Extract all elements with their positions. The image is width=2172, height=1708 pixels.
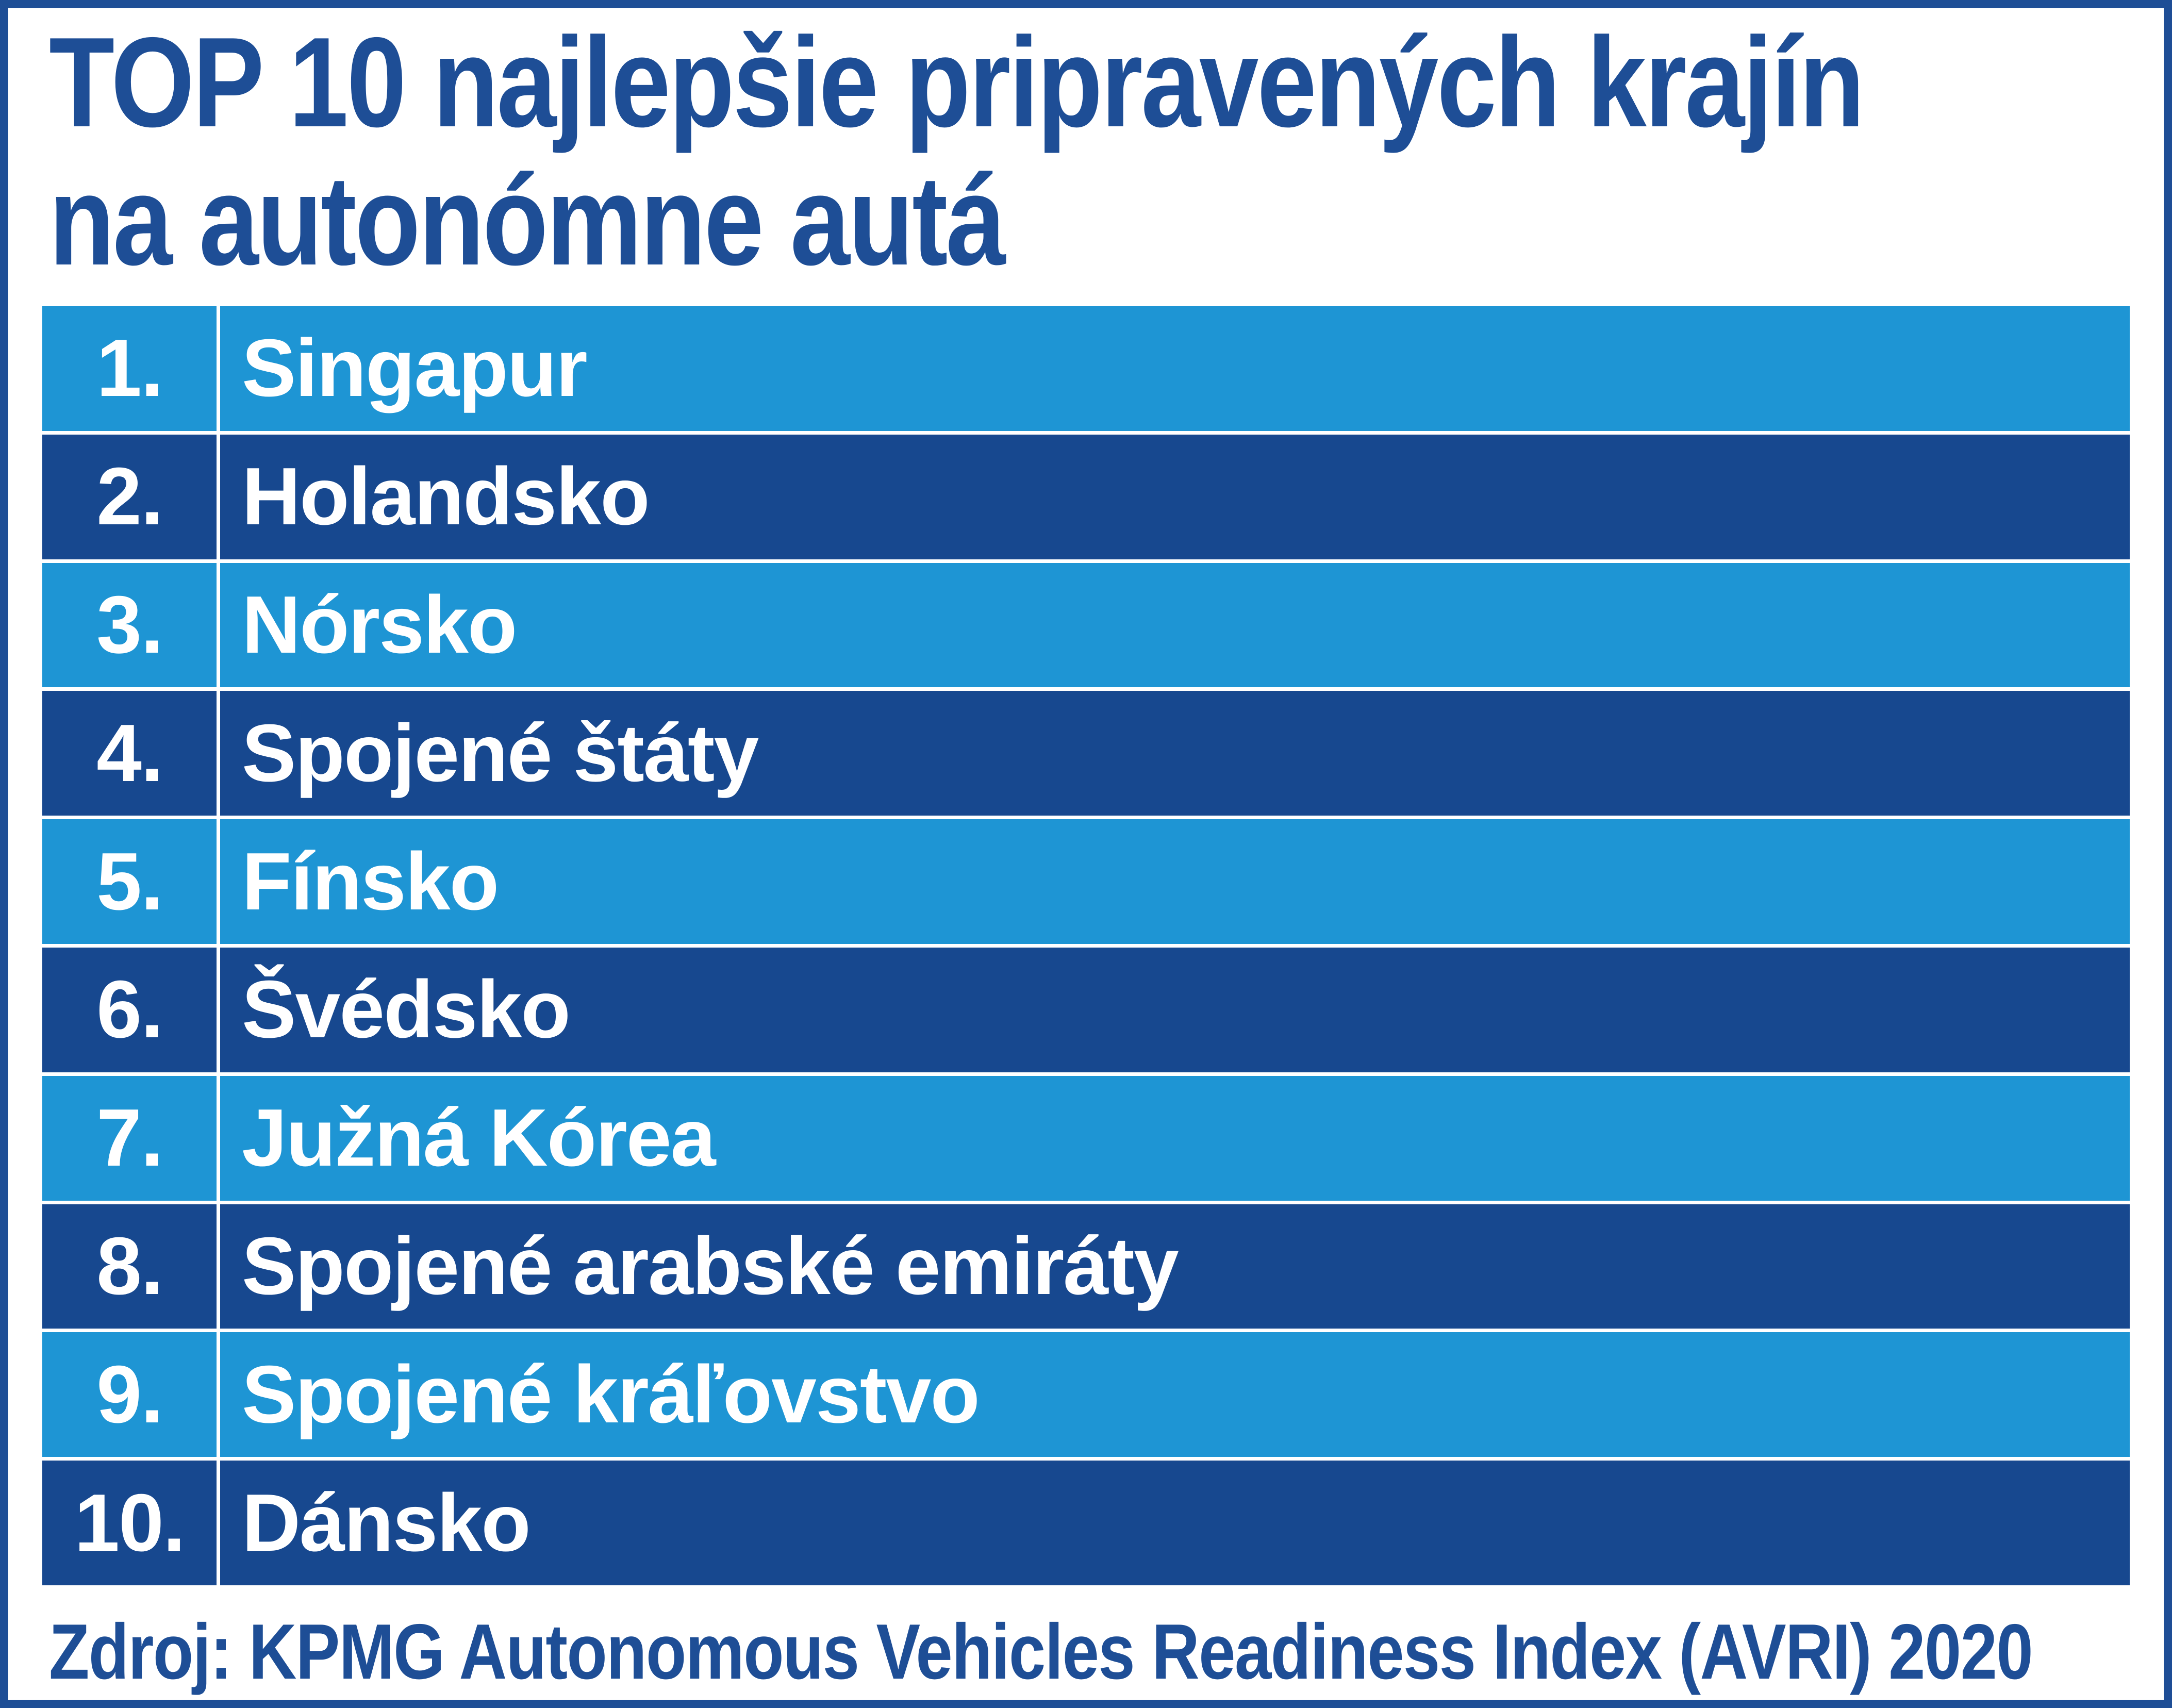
country-name: Holandsko (242, 451, 650, 542)
rank-number: 3. (96, 579, 163, 670)
page-title-line-1: TOP 10 najlepšie pripravených krajín (49, 10, 1865, 154)
table-row: 1. Singapur (42, 306, 2130, 431)
table-row: 10. Dánsko (42, 1461, 2130, 1585)
table-row: 2. Holandsko (42, 434, 2130, 559)
country-cell: Nórsko (220, 563, 2130, 688)
rank-number: 1. (96, 323, 163, 414)
country-cell: Švédsko (220, 948, 2130, 1072)
country-name: Južná Kórea (242, 1092, 716, 1184)
page-title-line-2: na autonómne autá (49, 148, 1006, 292)
country-name: Švédsko (242, 964, 571, 1055)
country-name: Spojené štáty (242, 707, 759, 799)
rank-cell: 5. (42, 819, 220, 944)
rank-cell: 10. (42, 1461, 220, 1585)
rank-cell: 3. (42, 562, 220, 688)
country-name: Fínsko (242, 836, 499, 927)
rank-number: 5. (96, 836, 163, 927)
table-row: 3. Nórsko (42, 562, 2130, 688)
country-name: Singapur (242, 323, 588, 414)
rank-number: 10. (74, 1477, 186, 1568)
country-cell: Južná Kórea (220, 1076, 2130, 1201)
table-row: 7. Južná Kórea (42, 1075, 2130, 1201)
source-note: Zdroj: KPMG Autonomous Vehicles Readines… (49, 1608, 2033, 1696)
country-name: Nórsko (242, 579, 517, 670)
country-name: Spojené arabské emiráty (242, 1220, 1179, 1312)
rank-cell: 8. (42, 1204, 220, 1329)
table-row: 5. Fínsko (42, 819, 2130, 944)
ranking-table: 1. Singapur 2. Holandsko 3. Nórsko 4. Sp… (42, 306, 2130, 1585)
country-cell: Holandsko (220, 435, 2130, 559)
table-row: 4. Spojené štáty (42, 691, 2130, 816)
country-name: Spojené kráľovstvo (242, 1349, 980, 1440)
country-cell: Dánsko (220, 1461, 2130, 1585)
rank-number: 9. (96, 1349, 163, 1440)
country-cell: Spojené arabské emiráty (220, 1204, 2130, 1329)
country-cell: Fínsko (220, 819, 2130, 944)
rank-number: 6. (96, 964, 163, 1055)
rank-cell: 6. (42, 947, 220, 1072)
table-row: 9. Spojené kráľovstvo (42, 1332, 2130, 1457)
table-row: 6. Švédsko (42, 947, 2130, 1072)
country-cell: Spojené kráľovstvo (220, 1332, 2130, 1457)
country-cell: Spojené štáty (220, 691, 2130, 816)
country-name: Dánsko (242, 1477, 531, 1568)
page-title: TOP 10 najlepšie pripravených krajín na … (49, 10, 1865, 292)
rank-cell: 1. (42, 306, 220, 431)
rank-cell: 4. (42, 691, 220, 816)
rank-cell: 2. (42, 434, 220, 559)
rank-cell: 9. (42, 1332, 220, 1457)
rank-number: 8. (96, 1220, 163, 1312)
table-row: 8. Spojené arabské emiráty (42, 1204, 2130, 1329)
rank-cell: 7. (42, 1075, 220, 1201)
rank-number: 7. (96, 1092, 163, 1184)
rank-number: 2. (96, 451, 163, 542)
rank-number: 4. (96, 707, 163, 799)
country-cell: Singapur (220, 306, 2130, 431)
